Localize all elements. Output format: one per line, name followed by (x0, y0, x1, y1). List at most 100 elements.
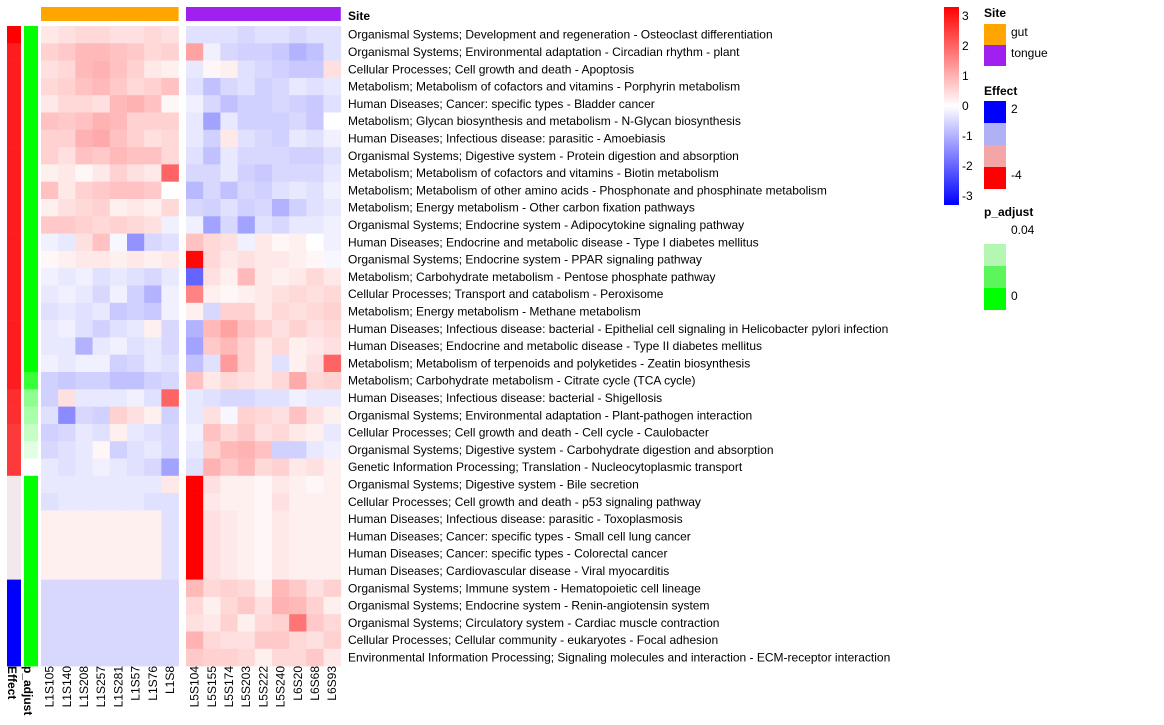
row-label: Organismal Systems; Endocrine system - R… (348, 599, 709, 613)
effect-annotation-cell (7, 181, 21, 200)
heatmap-cell (41, 631, 59, 650)
heatmap-cell (109, 596, 128, 615)
row-label: Human Diseases; Endocrine and metabolic … (348, 339, 762, 353)
p-adjust-annotation-cell (24, 95, 38, 113)
heatmap-cell (186, 60, 204, 79)
heatmap-cell (109, 406, 128, 425)
heatmap-cell (203, 493, 221, 511)
heatmap-cell (58, 250, 76, 269)
heatmap-cell (161, 458, 179, 477)
effect-annotation-cell (7, 302, 21, 321)
heatmap-cell (58, 648, 76, 667)
heatmap-cell (186, 441, 204, 459)
heatmap-cell (92, 129, 111, 148)
heatmap-cell (289, 181, 307, 200)
heatmap-cell (109, 268, 128, 286)
heatmap-cell (41, 458, 59, 477)
heatmap-cell (323, 545, 342, 563)
heatmap-cell (306, 268, 324, 286)
heatmap-cell (323, 337, 342, 355)
heatmap-cell (109, 354, 128, 373)
effect-annotation-cell (7, 320, 21, 338)
heatmap-cell (75, 60, 93, 79)
color-scale-tick-label: 0 (962, 99, 969, 113)
heatmap-cell (306, 475, 324, 494)
heatmap-cell (220, 545, 238, 563)
row-label: Organismal Systems; Environmental adapta… (348, 45, 740, 59)
heatmap-cell (237, 354, 256, 373)
column-label: L1S76 (146, 666, 160, 701)
heatmap-cell (75, 26, 93, 44)
row-label: Organismal Systems; Environmental adapta… (348, 408, 752, 422)
heatmap-cell (272, 562, 290, 580)
p-adjust-legend-swatch (984, 244, 1006, 266)
heatmap-cell (323, 458, 342, 477)
heatmap-cell (237, 475, 256, 494)
heatmap-cell (109, 112, 128, 131)
effect-annotation-cell (7, 527, 21, 546)
heatmap-cell (75, 129, 93, 148)
heatmap-cell (254, 26, 273, 44)
heatmap-cell (254, 199, 273, 217)
heatmap-cell (323, 181, 342, 200)
heatmap-cell (272, 441, 290, 459)
heatmap-cell (109, 458, 128, 477)
heatmap-cell (220, 475, 238, 494)
heatmap-cell (186, 320, 204, 338)
column-labels: L1S105 L1S140 L1S208 L1S257 L1S281 L1S57 L1S76… (43, 666, 340, 708)
heatmap-cell (254, 562, 273, 580)
heatmap-cell (254, 423, 273, 442)
heatmap-cell (109, 250, 128, 269)
heatmap-cell (127, 423, 145, 442)
heatmap-cell (186, 372, 204, 390)
heatmap-cell (254, 406, 273, 425)
heatmap-cell (127, 216, 145, 234)
heatmap-cell (289, 337, 307, 355)
heatmap-cell (144, 60, 162, 79)
heatmap-cell (186, 77, 204, 96)
color-scale-tick-label: -1 (962, 129, 973, 143)
effect-annotation-cell (7, 406, 21, 425)
heatmap-cell (237, 441, 256, 459)
heatmap-cell (254, 596, 273, 615)
heatmap-cell (272, 181, 290, 200)
heatmap-cell (237, 285, 256, 304)
heatmap-cell (254, 458, 273, 477)
heatmap-cell (203, 233, 221, 252)
heatmap-cell (109, 164, 128, 182)
heatmap-cell (92, 527, 111, 546)
heatmap-cell (289, 596, 307, 615)
heatmap-cell (323, 614, 342, 632)
row-label: Metabolism; Carbohydrate metabolism - Pe… (348, 270, 716, 284)
heatmap-cell (220, 372, 238, 390)
p-adjust-annotation-cell (24, 354, 38, 373)
p-adjust-annotation-cell (24, 43, 38, 61)
p-adjust-legend-label: 0 (1011, 289, 1018, 303)
heatmap-cell (203, 372, 221, 390)
heatmap-cell (220, 164, 238, 182)
site-legend-label: gut (1011, 25, 1028, 39)
heatmap-cell (237, 614, 256, 632)
heatmap-cell (186, 285, 204, 304)
heatmap-cell (186, 268, 204, 286)
heatmap-cell (323, 112, 342, 131)
heatmap-cell (144, 43, 162, 61)
effect-annotation-cell (7, 147, 21, 165)
heatmap-cell (58, 60, 76, 79)
heatmap-cell (109, 95, 128, 113)
effect-annotation-cell (7, 648, 21, 667)
heatmap-cell (203, 545, 221, 563)
p-adjust-annotation-cell (24, 441, 38, 459)
heatmap-cell (203, 579, 221, 598)
heatmap-cell (272, 77, 290, 96)
heatmap-cell (272, 579, 290, 598)
heatmap-cell (289, 302, 307, 321)
effect-annotation-cell (7, 77, 21, 96)
row-label: Organismal Systems; Digestive system - C… (348, 443, 774, 457)
heatmap-cell (58, 129, 76, 148)
heatmap-cell (237, 26, 256, 44)
heatmap-cell (272, 337, 290, 355)
heatmap-cell (203, 423, 221, 442)
row-label: Human Diseases; Cancer: specific types -… (348, 547, 667, 561)
heatmap-cell (220, 129, 238, 148)
